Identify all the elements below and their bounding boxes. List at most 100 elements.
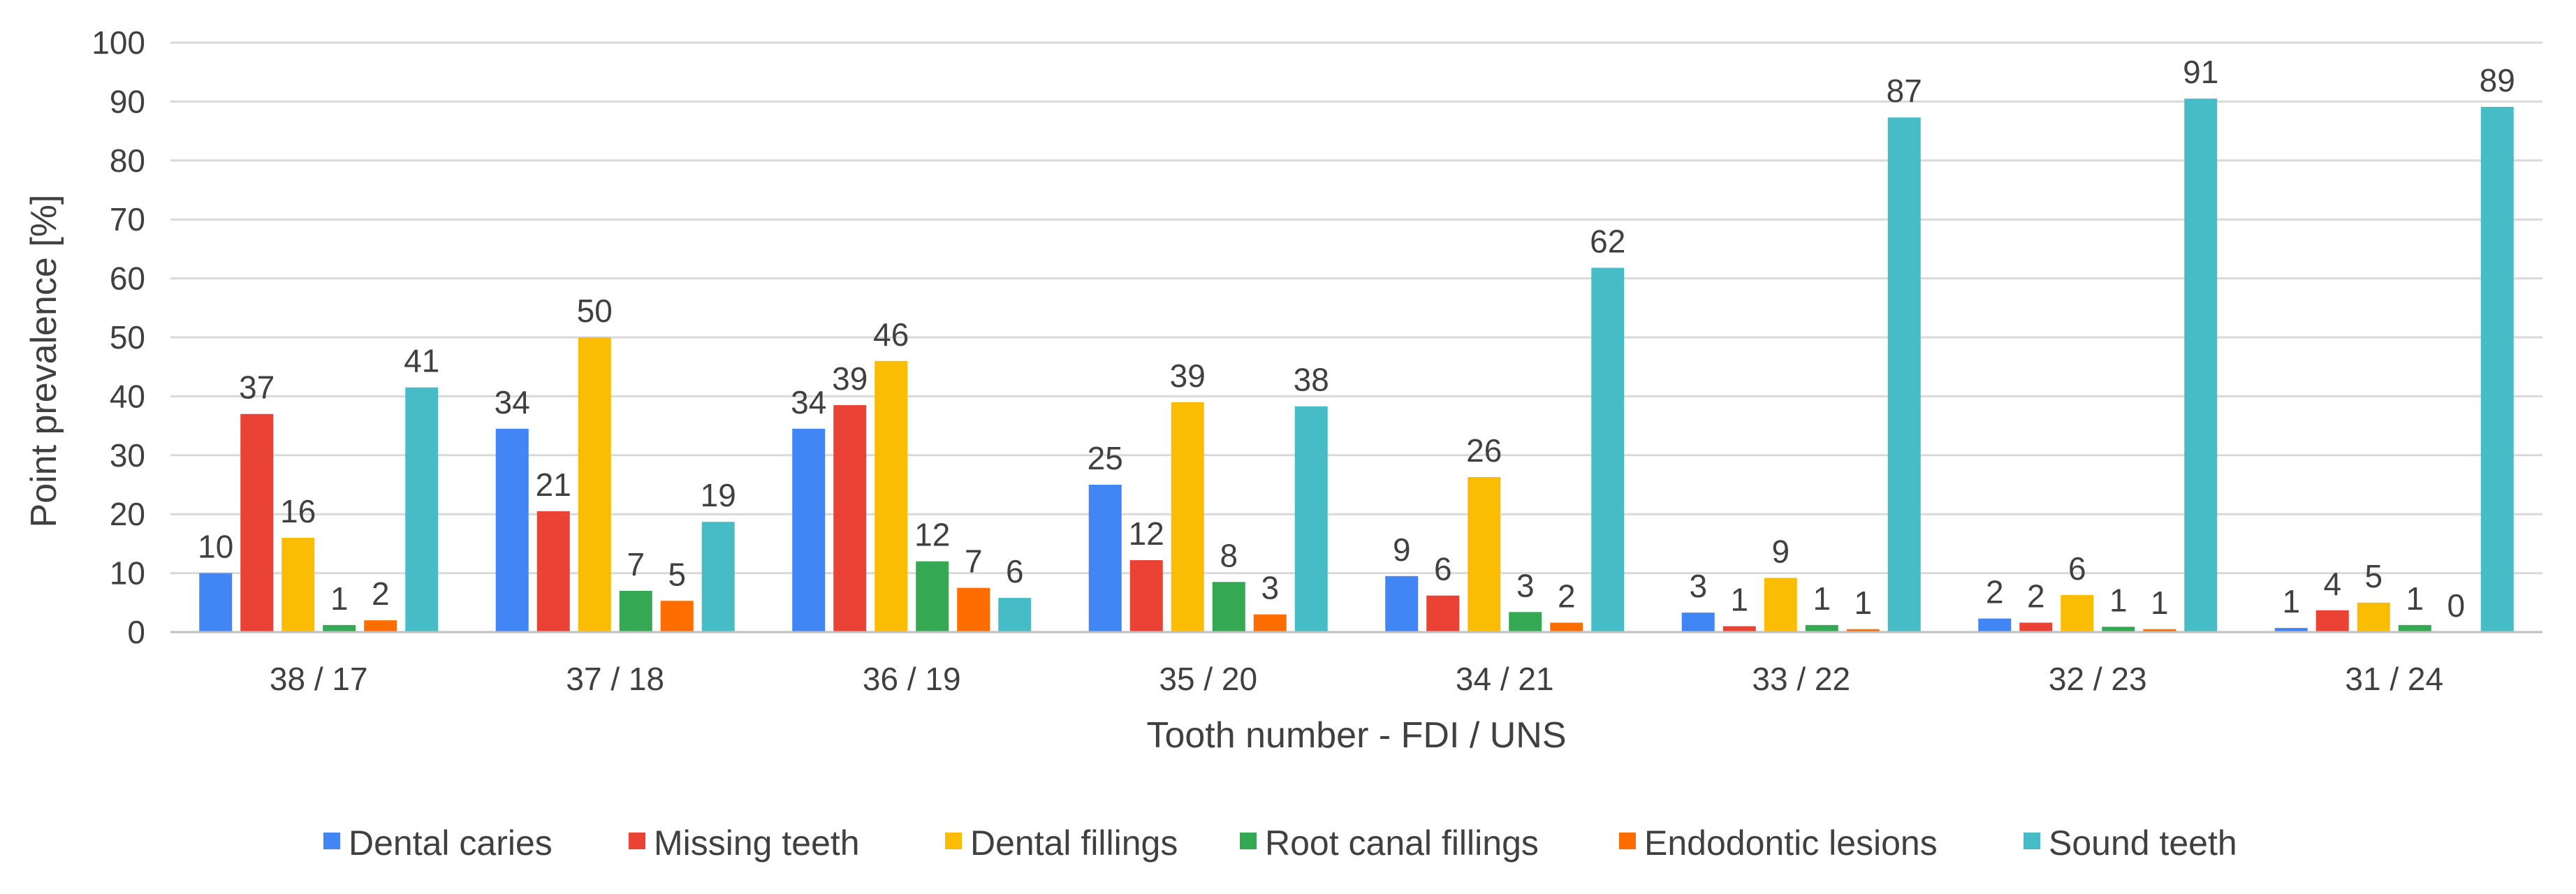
bar-dental-fillings	[1764, 578, 1797, 632]
x-tick-label: 34 / 21	[1456, 661, 1554, 697]
bar-root-canal-fillings	[1212, 582, 1245, 632]
y-tick-label: 90	[110, 83, 145, 119]
data-label: 5	[2364, 558, 2383, 594]
legend-label: Endodontic lesions	[1644, 823, 1938, 863]
y-tick-label: 10	[110, 555, 145, 592]
bar-dental-caries	[792, 428, 826, 632]
bar-sound-teeth	[405, 387, 439, 632]
data-label: 34	[495, 384, 530, 420]
data-label: 1	[2406, 580, 2424, 617]
bar-missing-teeth	[1129, 560, 1163, 632]
data-label: 1	[1854, 585, 1872, 621]
data-label: 91	[2183, 54, 2218, 90]
bar-dental-fillings	[2357, 602, 2390, 632]
data-label: 37	[239, 369, 275, 406]
y-axis-ticks: 0 10 20 30 40 50 60 70 80 90 100	[92, 24, 145, 650]
bars	[199, 98, 2514, 633]
bar-dental-caries	[495, 428, 529, 632]
bar-missing-teeth	[2315, 610, 2349, 632]
data-label: 3	[1516, 567, 1535, 603]
bar-root-canal-fillings	[1509, 612, 1542, 632]
data-label: 8	[1220, 537, 1238, 573]
data-label: 12	[914, 517, 950, 553]
bar-missing-teeth	[536, 511, 570, 632]
bar-dental-fillings	[578, 337, 611, 632]
x-tick-label: 31 / 24	[2345, 661, 2443, 697]
data-label: 6	[1434, 551, 1452, 587]
bar-dental-caries	[2274, 628, 2308, 632]
data-label: 89	[2480, 62, 2515, 98]
y-tick-label: 20	[110, 496, 145, 532]
data-label: 3	[1689, 568, 1707, 604]
bar-dental-caries	[1978, 618, 2012, 632]
x-tick-label: 32 / 23	[2049, 661, 2147, 697]
data-label: 1	[330, 580, 349, 617]
bar-dental-fillings	[2061, 594, 2094, 632]
data-label: 46	[873, 316, 909, 353]
x-tick-label: 38 / 17	[270, 661, 368, 697]
data-label: 21	[536, 467, 571, 503]
data-label: 19	[701, 477, 736, 513]
x-axis-title: Tooth number - FDI / UNS	[1146, 715, 1566, 756]
y-tick-label: 100	[92, 24, 145, 61]
y-tick-label: 0	[127, 614, 145, 650]
data-label: 41	[404, 343, 439, 379]
data-label: 39	[1170, 358, 1206, 394]
data-label: 12	[1129, 515, 1164, 552]
legend-swatch	[323, 833, 340, 849]
data-label: 3	[1261, 570, 1279, 606]
legend: Dental caries Missing teeth Dental filling…	[323, 823, 2237, 863]
bar-sound-teeth	[701, 522, 735, 632]
legend-swatch	[945, 833, 962, 849]
legend-swatch	[2024, 833, 2040, 849]
bar-endodontic-lesions	[364, 620, 397, 632]
bar-endodontic-lesions	[1846, 629, 1880, 632]
y-tick-label: 50	[110, 319, 145, 356]
bar-sound-teeth	[1591, 268, 1625, 633]
bar-root-canal-fillings	[916, 561, 949, 632]
bar-root-canal-fillings	[2398, 624, 2431, 632]
bar-missing-teeth	[240, 413, 274, 632]
data-label: 4	[2323, 566, 2341, 602]
bar-dental-fillings	[281, 537, 315, 632]
data-label: 87	[1887, 73, 1922, 109]
data-label: 2	[372, 576, 390, 612]
x-tick-label: 37 / 18	[566, 661, 664, 697]
data-label: 0	[2447, 587, 2465, 624]
data-label: 62	[1590, 223, 1625, 259]
y-tick-label: 80	[110, 142, 145, 179]
data-label: 2	[1986, 574, 2004, 610]
data-label: 50	[577, 293, 613, 329]
data-label: 5	[668, 556, 686, 592]
bar-endodontic-lesions	[2143, 629, 2176, 632]
bar-sound-teeth	[1294, 406, 1328, 632]
legend-label: Sound teeth	[2049, 823, 2237, 863]
y-tick-label: 40	[110, 378, 145, 414]
data-label: 1	[1730, 582, 1748, 618]
data-label: 7	[965, 543, 983, 580]
bar-missing-teeth	[2019, 622, 2053, 632]
bar-dental-fillings	[1171, 402, 1204, 632]
bar-missing-teeth	[1426, 595, 1460, 632]
x-tick-label: 35 / 20	[1159, 661, 1257, 697]
legend-label: Missing teeth	[654, 823, 860, 863]
x-tick-label: 36 / 19	[863, 661, 961, 697]
bar-sound-teeth	[2480, 106, 2514, 633]
bar-dental-caries	[1088, 485, 1122, 632]
y-tick-label: 70	[110, 201, 145, 237]
data-label: 1	[1813, 580, 1831, 617]
x-axis-ticks: 38 / 17 37 / 18 36 / 19 35 / 20 34 / 21 33 / …	[270, 661, 2443, 697]
bar-missing-teeth	[833, 405, 867, 632]
bar-sound-teeth	[2184, 98, 2218, 632]
bar-dental-caries	[1385, 576, 1419, 632]
legend-swatch	[629, 833, 645, 849]
data-label: 39	[832, 360, 868, 397]
data-label: 1	[2109, 582, 2128, 618]
bar-root-canal-fillings	[1805, 624, 1838, 632]
data-label: 7	[627, 546, 645, 582]
data-label: 1	[2282, 583, 2300, 620]
x-tick-label: 33 / 22	[1752, 661, 1850, 697]
bar-dental-fillings	[874, 360, 908, 632]
